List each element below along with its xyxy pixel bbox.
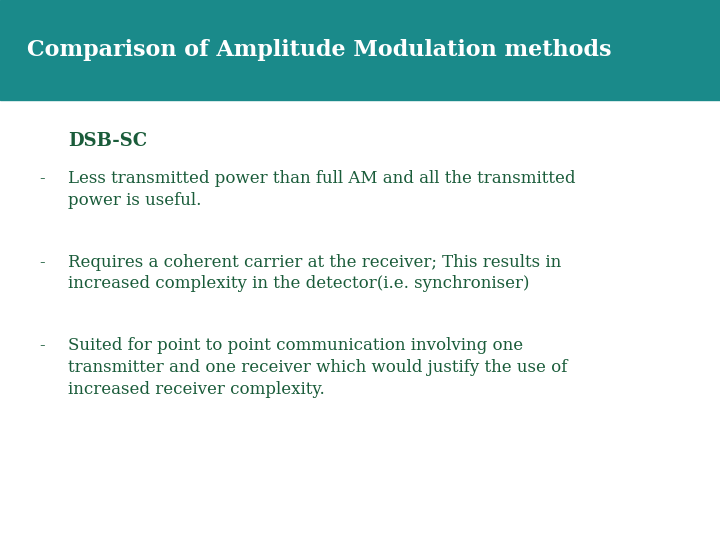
Text: Comparison of Amplitude Modulation methods: Comparison of Amplitude Modulation metho… bbox=[27, 39, 612, 61]
Text: -: - bbox=[40, 338, 45, 354]
Text: DSB-SC: DSB-SC bbox=[68, 132, 148, 150]
Text: Less transmitted power than full AM and all the transmitted
power is useful.: Less transmitted power than full AM and … bbox=[68, 170, 576, 208]
Text: -: - bbox=[40, 170, 45, 187]
Text: -: - bbox=[40, 254, 45, 271]
Text: Requires a coherent carrier at the receiver; This results in
increased complexit: Requires a coherent carrier at the recei… bbox=[68, 254, 562, 292]
Text: Suited for point to point communication involving one
transmitter and one receiv: Suited for point to point communication … bbox=[68, 338, 568, 397]
